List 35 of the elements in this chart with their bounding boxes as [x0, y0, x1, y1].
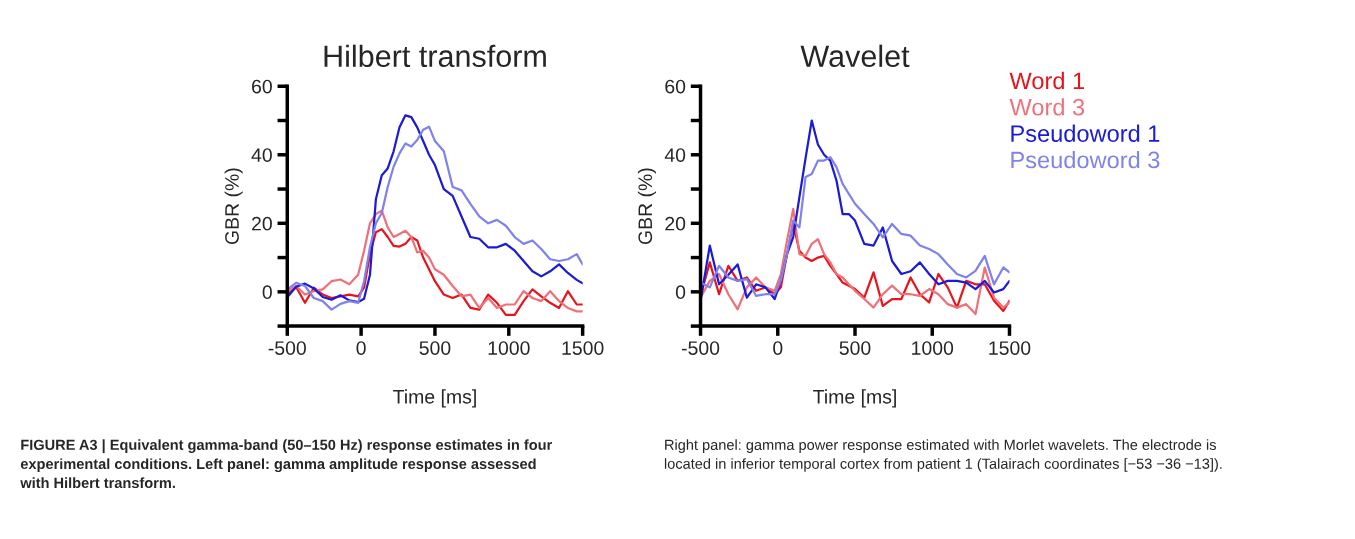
x-axis-title: Time [ms] [393, 389, 476, 408]
x-tick-label: 500 [419, 341, 451, 355]
caption: FIGURE A3 | Equivalent gamma-band (50–150 Hz) response estimates in four experimental conditions. Left panel: gamma amplitude response assessed with Hilbert transform. [20, 439, 553, 489]
line-series [700, 156, 1010, 298]
y-tick-label: 60 [665, 79, 686, 94]
y-tick-label: 0 [675, 285, 686, 300]
line-series [287, 228, 583, 316]
x-axis-title: Time [ms] [813, 389, 896, 408]
text: Word 3 [1009, 98, 1085, 116]
text: Pseudoword 1 [1011, 124, 1160, 142]
text: Right panel: gamma power response estimated with Morlet wavelets. The electrode is located in inferior temporal cortex from patient 1 (Talairach coordinates [−53 −36 −13]). [664, 439, 1222, 472]
y-tick-label: 40 [251, 148, 272, 163]
line-series [700, 207, 1010, 316]
chart-title: Wavelet [800, 44, 910, 68]
x-tick-label: 1000 [488, 341, 530, 355]
y-tick-label: 0 [262, 285, 272, 300]
x-tick-label: 1000 [912, 341, 954, 355]
line-series [287, 209, 583, 313]
y-axis-title: GBR (%) [637, 168, 656, 245]
x-tick-label: 1500 [562, 341, 604, 355]
text: Word 1 [1009, 71, 1085, 90]
x-tick-label: 0 [356, 341, 366, 355]
y-tick-label: 40 [664, 148, 686, 163]
x-tick-label: 1500 [989, 341, 1031, 355]
y-tick-label: 20 [252, 216, 272, 231]
x-tick-label: -500 [681, 341, 720, 355]
chart-title: Hilbert transform [324, 44, 546, 68]
line-series [700, 119, 1010, 302]
x-tick-label: 500 [839, 341, 871, 355]
x-tick-label: -500 [268, 341, 306, 355]
text: Pseudoword 3 [1011, 151, 1160, 169]
x-tick-label: 0 [773, 341, 783, 355]
y-tick-label: 60 [252, 79, 272, 94]
y-axis-title: GBR (%) [224, 168, 243, 245]
y-tick-label: 20 [665, 216, 686, 231]
